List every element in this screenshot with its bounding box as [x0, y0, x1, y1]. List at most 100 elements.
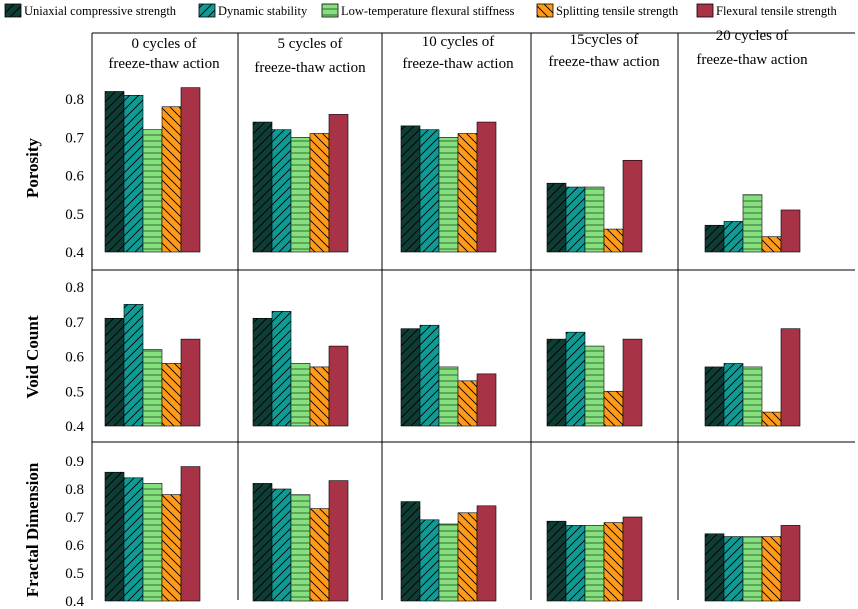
- legend-label: Splitting tensile strength: [556, 4, 679, 18]
- bar-pattern: [124, 304, 143, 426]
- bar: [328, 345, 349, 427]
- bar-pattern: [253, 122, 272, 253]
- y-tick-label: 0.4: [65, 245, 84, 261]
- bar-pattern: [105, 472, 124, 601]
- bar-pattern: [762, 536, 781, 601]
- y-tick-label: 0.7: [65, 130, 84, 146]
- y-tick-label: 0.5: [65, 384, 84, 400]
- row-label-porosity: Porosity: [23, 137, 42, 198]
- bar-pattern: [705, 366, 724, 426]
- y-tick-label: 0.5: [65, 207, 84, 223]
- y-tick-label: 0.7: [65, 315, 84, 331]
- bar-pattern: [604, 522, 623, 601]
- bar-pattern: [439, 137, 458, 252]
- bar-pattern: [585, 187, 604, 252]
- bar-pattern: [762, 236, 781, 252]
- bar-pattern: [310, 508, 329, 601]
- legend-item: Uniaxial compressive strength: [4, 3, 177, 18]
- bar-pattern: [743, 366, 762, 426]
- bar-pattern: [272, 489, 291, 601]
- bar-pattern: [458, 380, 477, 426]
- y-tick-label: 0.6: [65, 169, 84, 185]
- column-title-4-line2: freeze-thaw action: [696, 52, 808, 68]
- bar-pattern: [458, 133, 477, 252]
- y-tick-label: 0.8: [65, 482, 84, 498]
- bar-pattern: [253, 483, 272, 601]
- bar: [476, 505, 497, 602]
- bar-pattern: [272, 129, 291, 252]
- y-tick-label: 0.4: [65, 594, 84, 609]
- bar: [180, 87, 201, 253]
- column-title-0-line1: 0 cycles of: [132, 36, 197, 52]
- bar-pattern: [547, 183, 566, 252]
- bar-pattern: [439, 366, 458, 426]
- bar-pattern: [401, 328, 420, 426]
- bar-pattern: [458, 512, 477, 601]
- column-title-2-line1: 10 cycles of: [422, 34, 494, 50]
- bar-pattern: [162, 363, 181, 426]
- bar-pattern: [585, 346, 604, 426]
- bar-pattern: [291, 363, 310, 426]
- bar-pattern: [724, 363, 743, 426]
- legend-label: Dynamic stability: [218, 4, 308, 18]
- bar-pattern: [162, 494, 181, 601]
- bar-pattern: [743, 194, 762, 252]
- bar-pattern: [420, 325, 439, 426]
- bar-pattern: [566, 525, 585, 601]
- bar-pattern: [566, 187, 585, 252]
- y-tick-label: 0.9: [65, 454, 84, 470]
- column-title-1-line1: 5 cycles of: [278, 36, 343, 52]
- bar-pattern: [310, 133, 329, 252]
- row-label-fractal-dimension: Fractal Dimension: [23, 462, 42, 597]
- y-tick-label: 0.7: [65, 510, 84, 526]
- bar-pattern: [547, 521, 566, 601]
- bar-pattern: [124, 477, 143, 601]
- legend-item: Dynamic stability: [198, 3, 308, 18]
- row-label-void-count: Void Count: [23, 315, 42, 398]
- bar-pattern: [585, 525, 604, 601]
- legend-item: Low-temperature flexural stiffness: [321, 3, 514, 18]
- bar: [476, 121, 497, 253]
- bar: [780, 328, 801, 427]
- ticks-layer: 0.8 0.7 0.6 0.5 0.4 0.8 0.7 0.6 0.5 0.4 0.9 0.8 0.7 0…: [65, 92, 84, 609]
- bar-pattern: [401, 125, 420, 252]
- row-labels: Porosity Void Count Fractal Dimension: [23, 137, 42, 597]
- bar: [622, 516, 643, 602]
- y-tick-label: 0.8: [65, 92, 84, 108]
- column-title-3-line2: freeze-thaw action: [548, 54, 660, 70]
- bar-pattern: [743, 536, 762, 601]
- bar-pattern: [272, 311, 291, 426]
- bar-pattern: [420, 129, 439, 252]
- legend-item: Splitting tensile strength: [536, 3, 679, 18]
- panel-grid: [91, 32, 855, 600]
- bar-pattern: [420, 519, 439, 601]
- bar: [328, 480, 349, 602]
- bar-pattern: [291, 494, 310, 601]
- bar-pattern: [762, 412, 781, 426]
- bar-pattern: [547, 339, 566, 426]
- column-title-1-line2: freeze-thaw action: [254, 60, 366, 76]
- column-titles: 0 cycles of freeze-thaw action 5 cycles …: [108, 28, 808, 76]
- bar: [780, 525, 801, 602]
- bar-pattern: [105, 91, 124, 252]
- bar-pattern: [439, 524, 458, 601]
- bar: [328, 114, 349, 253]
- y-tick-label: 0.4: [65, 419, 84, 435]
- bar: [476, 373, 497, 427]
- y-tick-label: 0.5: [65, 566, 84, 582]
- legend-label: Low-temperature flexural stiffness: [341, 4, 514, 18]
- legend-label: Uniaxial compressive strength: [24, 4, 177, 18]
- bar: [780, 209, 801, 253]
- bar-pattern: [566, 332, 585, 426]
- bar-pattern: [291, 137, 310, 252]
- bars-layer: [104, 87, 801, 602]
- y-tick-label: 0.6: [65, 538, 84, 554]
- bar-pattern: [604, 229, 623, 252]
- bar: [622, 338, 643, 427]
- bar-pattern: [310, 366, 329, 426]
- bar-pattern: [604, 391, 623, 426]
- legend: Uniaxial compressive strength Dynamic st…: [4, 3, 838, 18]
- bar-pattern: [143, 483, 162, 601]
- y-tick-label: 0.8: [65, 280, 84, 296]
